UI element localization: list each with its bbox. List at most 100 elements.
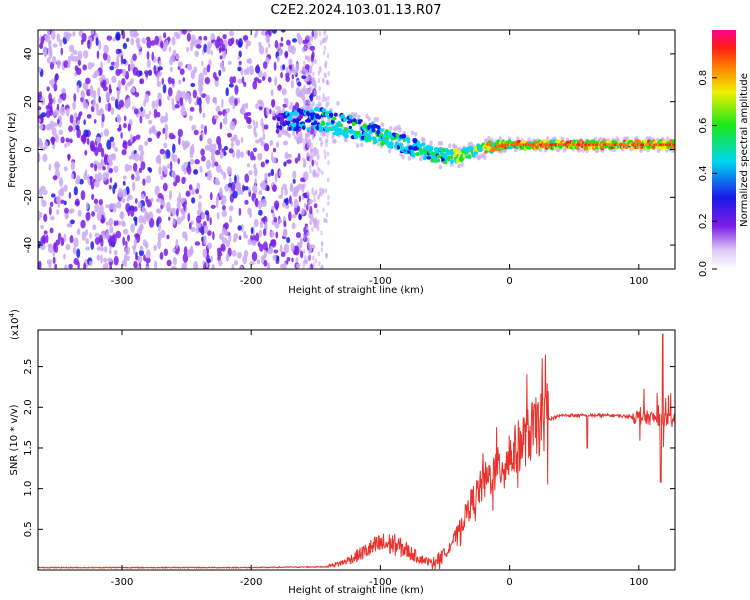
noise-blob (81, 32, 87, 43)
snr-scale-close: ) (10, 309, 21, 313)
noise-blob (274, 172, 278, 183)
noise-blob (307, 88, 310, 94)
noise-blob (205, 94, 211, 103)
noise-blob (241, 223, 244, 233)
noise-blob (139, 223, 144, 231)
noise-blob (167, 76, 172, 85)
noise-blob (272, 147, 277, 153)
noise-blob (42, 234, 47, 245)
noise-blob (125, 202, 131, 213)
noise-blob (214, 96, 218, 106)
ridge-halo (418, 156, 423, 162)
noise-blob (102, 263, 106, 269)
noise-blob (113, 220, 117, 227)
noise-blob (68, 125, 74, 132)
noise-blob (326, 177, 330, 183)
noise-blob (63, 184, 68, 192)
noise-blob (105, 230, 110, 240)
noise-blob (50, 193, 56, 198)
noise-blob (186, 32, 191, 42)
noise-blob (272, 116, 277, 121)
noise-blob (318, 65, 322, 71)
ridge-blob (333, 112, 338, 117)
noise-blob (100, 254, 103, 264)
noise-blob (133, 260, 138, 269)
noise-blob (80, 219, 86, 229)
noise-blob (106, 164, 110, 170)
noise-blob (244, 173, 250, 183)
noise-blob (162, 32, 167, 39)
noise-blob (192, 124, 197, 130)
snr-y-label: SNR (10 * v/v) (9, 404, 20, 475)
noise-blob (53, 83, 58, 92)
snr-panel: -300 -200 -100 0 100 0.5 1.0 1.5 2.0 2.5 Height … (8, 309, 676, 596)
noise-blob (73, 124, 76, 133)
noise-blob (247, 150, 251, 157)
noise-blob (70, 219, 75, 225)
noise-blob (130, 223, 135, 233)
noise-blob (285, 197, 289, 206)
noise-blob (153, 108, 158, 119)
noise-blob (90, 241, 95, 250)
noise-blob (267, 43, 271, 48)
noise-blob (167, 87, 173, 97)
noise-blob (132, 135, 137, 142)
noise-blob (80, 134, 87, 143)
ridge-blob (318, 126, 324, 132)
noise-blob (123, 253, 127, 263)
noise-blob (260, 180, 267, 191)
noise-blob (63, 60, 69, 69)
noise-blob (181, 30, 188, 35)
ridge-halo (380, 122, 385, 128)
noise-blob (181, 263, 186, 269)
noise-blob (90, 30, 95, 35)
noise-blob (291, 73, 295, 80)
noise-blob (262, 228, 267, 236)
ridge-blob (388, 131, 392, 136)
ridge-halo (665, 136, 670, 142)
ridge-blob (301, 125, 306, 130)
noise-blob (94, 203, 100, 213)
noise-blob (312, 170, 316, 176)
noise-blob (180, 216, 184, 222)
noise-blob (54, 161, 60, 171)
noise-blob (243, 230, 247, 239)
noise-blob (106, 139, 112, 150)
noise-blob (65, 243, 71, 251)
noise-blob (327, 95, 330, 101)
noise-blob (262, 132, 266, 141)
ridge-halo (359, 142, 364, 148)
noise-blob (225, 240, 231, 248)
noise-blob (84, 150, 88, 156)
noise-blob (108, 203, 114, 210)
noise-blob (172, 217, 176, 226)
noise-blob (132, 162, 138, 172)
noise-blob (280, 251, 286, 258)
noise-blob (326, 53, 330, 59)
noise-blob (49, 43, 52, 54)
noise-blob (161, 77, 164, 85)
noise-blob (217, 251, 223, 257)
noise-blob (48, 163, 52, 171)
ridge-halo (288, 105, 293, 111)
noise-blob (54, 133, 59, 143)
noise-blob (59, 106, 66, 116)
noise-blob (324, 60, 328, 66)
noise-blob (43, 230, 48, 235)
noise-blob (189, 44, 194, 51)
noise-blob (53, 242, 56, 252)
x-tick-label: -100 (369, 577, 392, 588)
noise-blob (271, 99, 276, 108)
noise-blob (74, 124, 80, 131)
noise-blob (71, 173, 75, 179)
noise-blob (238, 235, 242, 241)
noise-blob (297, 183, 303, 191)
noise-blob (186, 30, 192, 33)
noise-blob (144, 140, 148, 147)
noise-blob (69, 138, 73, 144)
noise-blob (297, 35, 303, 45)
noise-blob (139, 78, 143, 84)
noise-blob (185, 190, 191, 197)
y-tick-label: 0.5 (23, 521, 34, 537)
noise-blob (103, 246, 108, 253)
